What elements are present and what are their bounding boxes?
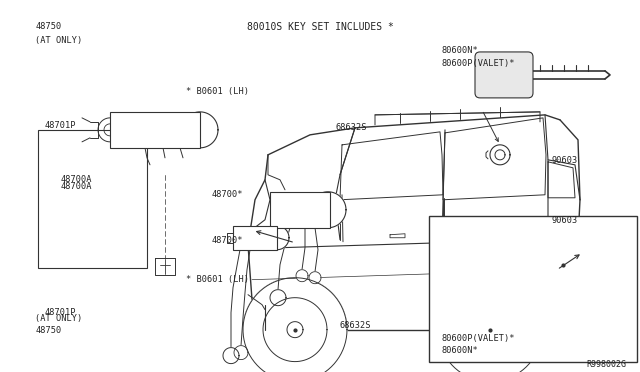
Text: R998002G: R998002G: [586, 360, 626, 369]
Bar: [233, 226, 277, 250]
Polygon shape: [503, 63, 527, 87]
Text: 48700A: 48700A: [61, 182, 92, 191]
Polygon shape: [265, 226, 289, 250]
FancyBboxPatch shape: [475, 52, 533, 98]
Polygon shape: [104, 124, 116, 136]
Polygon shape: [182, 112, 218, 148]
Polygon shape: [568, 251, 596, 279]
Polygon shape: [223, 347, 239, 363]
Polygon shape: [234, 346, 248, 360]
Polygon shape: [490, 145, 510, 165]
Text: 48700*: 48700*: [211, 236, 243, 245]
Text: 48700*: 48700*: [211, 189, 243, 199]
Polygon shape: [287, 322, 303, 338]
Text: 90603: 90603: [552, 215, 578, 225]
Text: * B0601 (LH): * B0601 (LH): [186, 275, 248, 284]
Polygon shape: [531, 233, 595, 296]
Bar: [38, 130, 147, 267]
Polygon shape: [482, 322, 498, 338]
Polygon shape: [296, 270, 308, 282]
Polygon shape: [309, 272, 321, 284]
Text: 68632S: 68632S: [339, 321, 371, 330]
Text: 80600N*: 80600N*: [442, 346, 478, 355]
Bar: [270, 192, 330, 228]
Text: 48750: 48750: [35, 326, 61, 335]
Polygon shape: [458, 298, 522, 362]
Text: 80600P(VALET)*: 80600P(VALET)*: [442, 60, 515, 68]
Text: 80010S KEY SET INCLUDES *: 80010S KEY SET INCLUDES *: [246, 22, 394, 32]
Polygon shape: [547, 249, 579, 281]
Text: 68632S: 68632S: [336, 123, 367, 132]
Polygon shape: [264, 232, 276, 244]
Polygon shape: [312, 202, 328, 218]
Polygon shape: [182, 122, 198, 138]
Text: 80600N*: 80600N*: [442, 46, 478, 55]
Polygon shape: [495, 150, 505, 160]
Bar: [110, 112, 200, 148]
Text: * B0601 (LH): * B0601 (LH): [186, 87, 248, 96]
Text: 90603: 90603: [552, 156, 578, 165]
Polygon shape: [98, 118, 122, 142]
Text: 48701P: 48701P: [45, 308, 76, 317]
Text: 48750: 48750: [35, 22, 61, 31]
Polygon shape: [574, 257, 590, 273]
Text: 80600P(VALET)*: 80600P(VALET)*: [442, 334, 515, 343]
Polygon shape: [438, 278, 542, 372]
Bar: [429, 215, 637, 362]
Polygon shape: [270, 290, 286, 306]
Polygon shape: [310, 192, 346, 228]
Polygon shape: [263, 298, 327, 362]
Text: 48701P: 48701P: [45, 121, 76, 130]
Polygon shape: [243, 278, 347, 372]
Text: (AT ONLY): (AT ONLY): [35, 314, 83, 323]
Text: 48700A: 48700A: [61, 174, 92, 184]
Text: (AT ONLY): (AT ONLY): [35, 36, 83, 45]
Polygon shape: [552, 297, 568, 312]
